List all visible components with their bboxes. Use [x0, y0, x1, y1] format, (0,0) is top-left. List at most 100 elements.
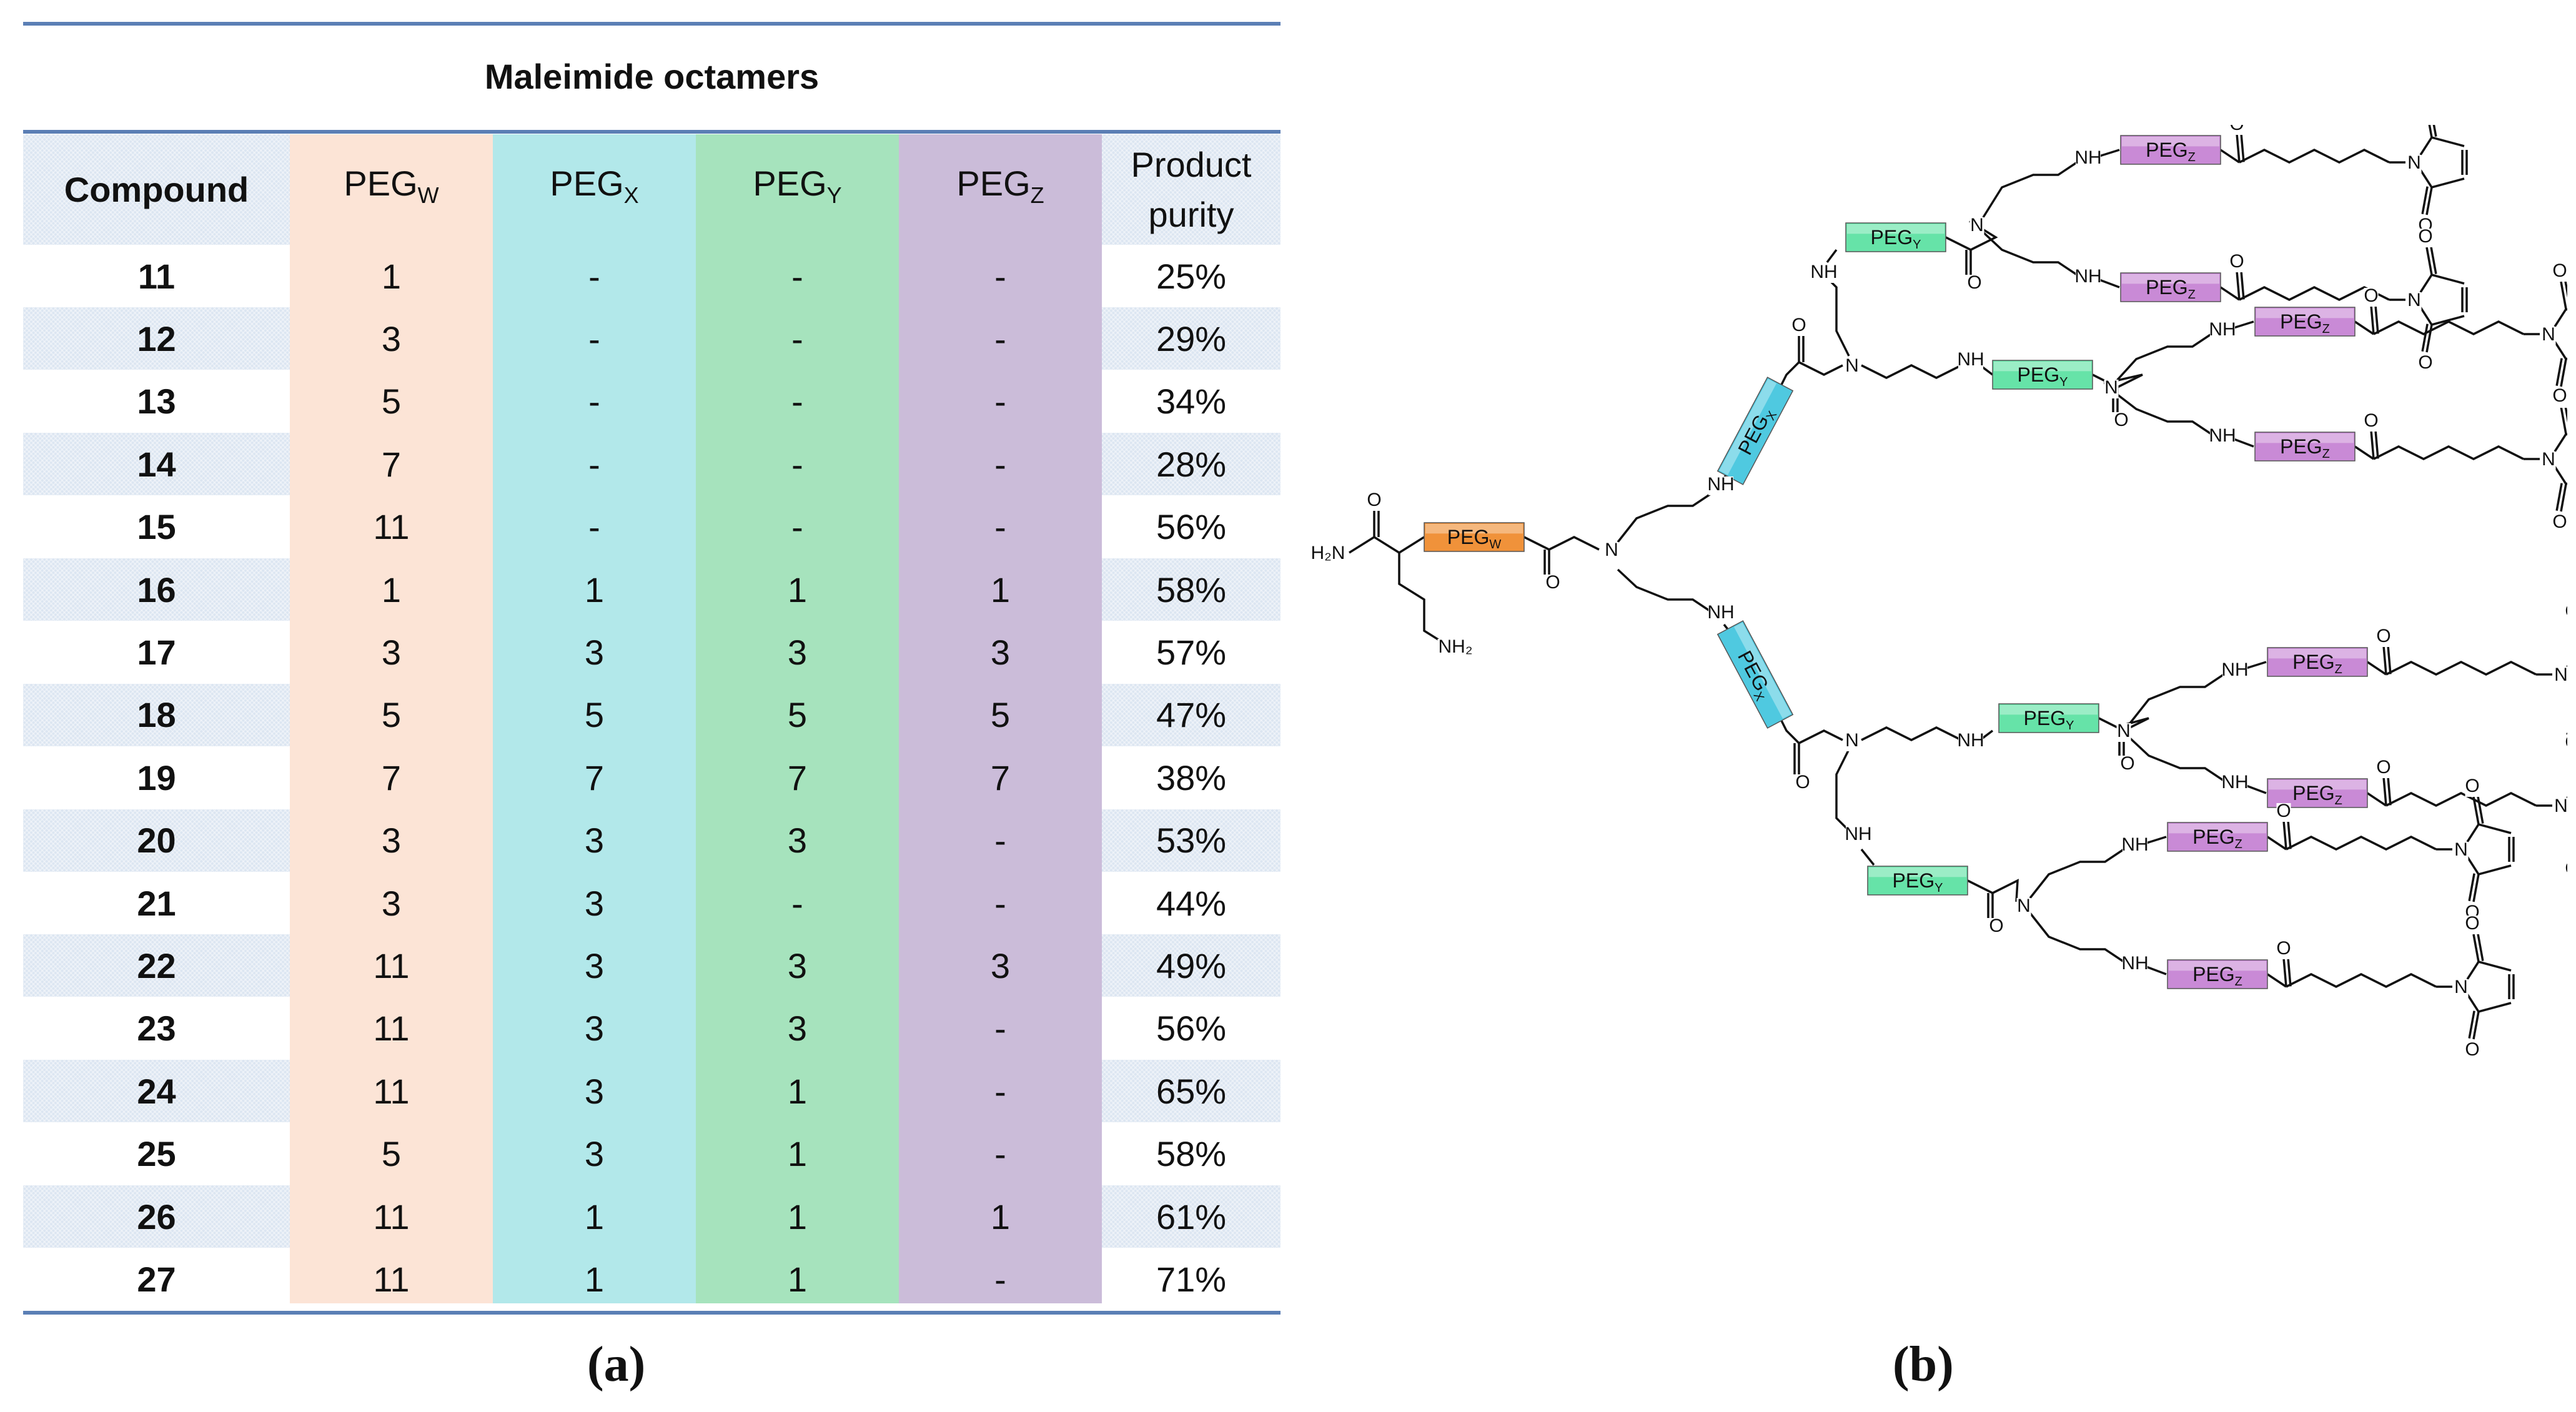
cell-peg-w: 11	[373, 1071, 410, 1111]
cell-peg-y: -	[791, 444, 803, 484]
amide-nh-label: NH	[1810, 262, 1837, 282]
cell-peg-w: 3	[381, 632, 402, 672]
header-peg-z-base: PEG	[956, 164, 1031, 203]
bond	[1835, 749, 1850, 832]
amide-nh-label: NH	[2209, 319, 2236, 340]
bond	[2146, 836, 2167, 844]
bond	[2560, 483, 2567, 512]
peg-box-highlight	[2256, 433, 2354, 443]
peg-box-highlight	[2122, 274, 2219, 284]
peg-z-box: PEGZ	[2267, 778, 2368, 808]
peg-box-body	[2167, 822, 2268, 852]
cell-peg-z: -	[994, 444, 1006, 484]
cell-purity: 53%	[1156, 821, 1227, 861]
atom-label-bg	[2465, 1042, 2480, 1060]
peg-box-highlight	[2169, 824, 2266, 834]
header-peg-x: PEGX	[493, 134, 696, 245]
cell-purity: 47%	[1156, 695, 1227, 735]
cell-peg-y: -	[791, 382, 803, 422]
amide-nh-label: NH	[2121, 953, 2148, 974]
atom-label-bg	[2016, 898, 2031, 917]
peg-box-body	[1867, 866, 1968, 896]
peg-box-highlight	[2169, 961, 2266, 971]
cell-purity: 65%	[1156, 1071, 1227, 1111]
bond	[2554, 307, 2567, 327]
atom-label-bg	[2276, 941, 2291, 959]
table-row: 24 11 3 1 - 65%	[23, 1060, 1281, 1122]
peg-y-box: PEGY	[1998, 703, 2099, 733]
cell-peg-w: 7	[381, 444, 402, 484]
peg-box-body	[1424, 522, 1525, 552]
cell-peg-x: 3	[584, 821, 605, 861]
cell-purity: 34%	[1156, 382, 1227, 422]
bond	[1982, 231, 2078, 276]
bond	[2560, 281, 2567, 310]
peg-box-highlight	[2256, 309, 2354, 318]
double-bond	[2555, 358, 2563, 387]
cell-compound: 19	[137, 758, 176, 797]
header-purity-line2: purity	[1148, 194, 1234, 234]
bond	[2220, 149, 2240, 164]
bond	[2286, 973, 2437, 988]
bond	[2428, 125, 2433, 138]
peg-z-box: PEGZ	[2120, 272, 2221, 302]
atom-label-bg	[1958, 733, 1983, 751]
header-top-rule	[23, 130, 1281, 134]
carbonyl-o-label: O	[2114, 410, 2128, 430]
peg-y-box: PEGY	[1867, 866, 1968, 896]
bond	[2367, 661, 2387, 676]
cell-peg-w: 1	[381, 570, 402, 610]
cell-peg-w: 11	[373, 1197, 410, 1237]
bond	[2146, 965, 2167, 975]
atom-label-bg	[2364, 413, 2379, 432]
bond	[2466, 856, 2512, 876]
cell-peg-y: -	[791, 318, 803, 358]
bond	[2370, 430, 2375, 460]
table-bottom-rule	[23, 1311, 1281, 1315]
peg-box-body	[2254, 307, 2356, 337]
cell-peg-x: -	[588, 318, 600, 358]
bond	[2354, 320, 2374, 335]
bond	[1823, 274, 1850, 357]
atom-label-bg	[2418, 229, 2433, 247]
atom-label-bg	[2123, 955, 2147, 974]
bond	[2425, 247, 2433, 275]
double-bond	[2432, 125, 2437, 137]
maleimide-n-label: N	[2554, 664, 2567, 685]
double-bond	[2477, 933, 2484, 962]
cell-purity: 56%	[1156, 1009, 1227, 1049]
atom-label-bg	[2565, 603, 2567, 622]
header-peg-y-sub: Y	[826, 182, 842, 208]
header-peg-x-sub: X	[623, 182, 639, 208]
caption-b: (b)	[1893, 1337, 1954, 1392]
peg-box-label: PEGY	[2018, 363, 2068, 389]
cell-peg-x: 3	[584, 883, 605, 923]
cell-compound: 11	[137, 256, 176, 296]
atom-label-bg	[2229, 254, 2244, 272]
cell-peg-z: 3	[990, 632, 1011, 672]
cell-purity: 61%	[1156, 1197, 1227, 1237]
cell-peg-z: -	[994, 1071, 1006, 1111]
double-bond	[2555, 483, 2563, 511]
table-row: 15 11 - - - 56%	[23, 496, 1281, 558]
bond	[2129, 673, 2224, 724]
carbonyl-o-label: O	[1795, 772, 1810, 792]
double-bond	[2387, 776, 2392, 806]
cell-peg-x: -	[588, 444, 600, 484]
double-bond	[2468, 1010, 2475, 1039]
atom-label-bg	[2465, 778, 2480, 797]
cell-peg-z: -	[994, 507, 1006, 547]
header-peg-z: PEGZ	[899, 134, 1102, 245]
bond	[2560, 406, 2567, 435]
cell-peg-y: 1	[787, 1134, 808, 1174]
maleimide-n-label: N	[2542, 324, 2555, 345]
carbonyl-o-label: O	[2552, 260, 2567, 281]
cell-purity: 49%	[1156, 945, 1227, 985]
bond	[2554, 466, 2567, 486]
atom-label-bg	[2541, 452, 2556, 470]
bond	[2282, 957, 2287, 987]
carbonyl-o-label: O	[2364, 285, 2378, 306]
amide-nh-label: NH	[1957, 730, 1984, 751]
bond	[2029, 848, 2124, 899]
atom-label-bg	[2454, 979, 2469, 998]
